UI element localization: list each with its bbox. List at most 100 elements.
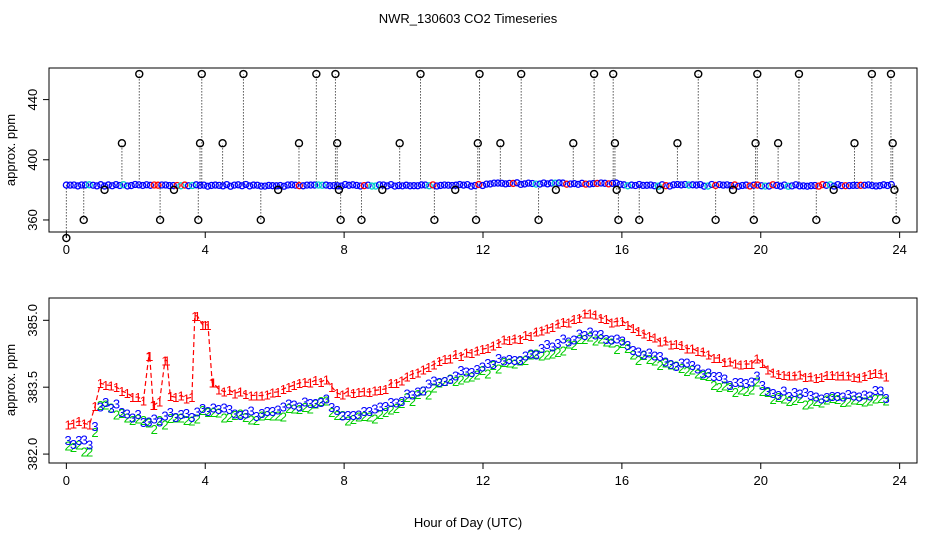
series-2-point: 2	[630, 347, 637, 362]
series-3-point: 3	[215, 402, 222, 417]
series-3-point: 3	[613, 332, 620, 347]
baseline-point	[150, 181, 158, 189]
series-2-point: 2	[705, 369, 712, 384]
series-3-point: 3	[743, 376, 750, 391]
series-3-point: 3	[877, 383, 884, 398]
series-3-point: 3	[344, 408, 351, 423]
series-1-point: 1	[393, 376, 400, 391]
series-2-point: 2	[646, 352, 653, 367]
baseline-point	[834, 180, 842, 189]
baseline-point	[838, 181, 846, 190]
series-1-point: 1	[807, 369, 814, 384]
series-1-point: 1	[430, 357, 437, 372]
series-2-point: 2	[839, 395, 846, 410]
series-2-point: 2	[716, 380, 723, 395]
series-2-point: 2	[635, 353, 642, 368]
series-1-point: 1	[597, 311, 604, 326]
baseline-point	[85, 181, 93, 189]
series-1-point: 1	[737, 357, 744, 372]
series-1-point: 1	[533, 324, 540, 339]
series-1-point: 1	[769, 366, 776, 381]
series-1-point: 1	[689, 342, 696, 357]
baseline-point	[536, 180, 544, 188]
series-2-point: 2	[177, 411, 184, 426]
outlier-point	[312, 69, 321, 79]
baseline-point	[257, 182, 265, 190]
baseline-point	[608, 179, 617, 188]
series-3-point: 3	[301, 394, 308, 409]
baseline-point	[704, 182, 712, 190]
outlier-point	[334, 185, 344, 195]
bottom-y-tick-label: 382.0	[25, 438, 40, 471]
outlier-point	[888, 139, 897, 148]
series-3-point: 3	[409, 388, 416, 403]
series-1-spike-point: 1	[163, 353, 170, 368]
series-2-point: 2	[506, 356, 513, 371]
series-2-point: 2	[312, 397, 319, 412]
series-3-point: 3	[91, 419, 98, 434]
top-x-tick-label: 4	[202, 242, 209, 257]
series-3-point: 3	[592, 327, 599, 342]
series-1-point: 1	[183, 391, 190, 406]
baseline-point	[734, 182, 743, 190]
series-1-point: 1	[377, 383, 384, 398]
series-1-line	[67, 312, 887, 426]
baseline-point	[864, 181, 873, 189]
baseline-point	[200, 181, 208, 189]
outlier-point	[336, 215, 345, 225]
outlier-point	[117, 139, 127, 148]
series-1-point: 1	[97, 376, 104, 391]
series-3-point: 3	[570, 333, 577, 348]
series-3-point: 3	[759, 378, 766, 393]
series-3-point: 3	[689, 358, 696, 373]
series-3-point: 3	[802, 385, 809, 400]
series-2-point: 2	[371, 412, 378, 427]
series-2-point: 2	[296, 402, 303, 417]
baseline-point	[100, 182, 109, 190]
series-3-point: 3	[861, 387, 868, 402]
top-panel: 0 4 8 12 16 20 24 360 400 440 approx. ppm	[3, 67, 918, 257]
series-3-point: 3	[145, 415, 152, 430]
bottom-y-axis-label: approx. ppm	[3, 344, 18, 416]
series-3-point: 3	[75, 433, 82, 448]
series-3-point: 3	[285, 397, 292, 412]
outlier-point	[751, 139, 760, 148]
series-1-point: 1	[576, 311, 583, 326]
series-2-point: 2	[834, 392, 841, 407]
baseline-point	[74, 182, 82, 190]
series-2-point: 2	[700, 368, 707, 383]
series-3-point: 3	[334, 403, 341, 418]
series-2-point: 2	[694, 366, 701, 381]
series-1-point: 1	[570, 312, 577, 327]
series-3-point: 3	[775, 388, 782, 403]
baseline-point	[452, 181, 460, 189]
baseline-point	[845, 181, 853, 190]
series-3-point: 3	[210, 401, 217, 416]
series-2-point: 2	[253, 413, 260, 428]
series-1-point: 1	[420, 363, 427, 378]
series-1-point: 1	[710, 351, 717, 366]
baseline-point	[188, 181, 197, 190]
series-1-point: 1	[457, 349, 464, 364]
series-3-point: 3	[382, 399, 389, 414]
series-3-point: 3	[829, 389, 836, 404]
series-1-point: 1	[845, 369, 852, 384]
series-2-point: 2	[317, 394, 324, 409]
series-2-point: 2	[554, 345, 561, 360]
series-2-point: 2	[145, 415, 152, 430]
baseline-point	[769, 181, 777, 189]
series-3-point: 3	[113, 397, 120, 412]
series-2-point: 2	[210, 405, 217, 420]
baseline-point	[116, 181, 124, 190]
series-3-point: 3	[124, 406, 131, 421]
series-1-point: 1	[118, 384, 125, 399]
series-2-point: 2	[452, 374, 459, 389]
series-1-point: 1	[274, 385, 281, 400]
series-2-point: 2	[517, 353, 524, 368]
baseline-point	[746, 182, 754, 190]
outlier-point	[614, 215, 623, 225]
series-1-point: 1	[215, 382, 222, 397]
baseline-point	[112, 180, 120, 189]
outlier-point	[891, 215, 901, 225]
series-2-point: 2	[732, 385, 739, 400]
